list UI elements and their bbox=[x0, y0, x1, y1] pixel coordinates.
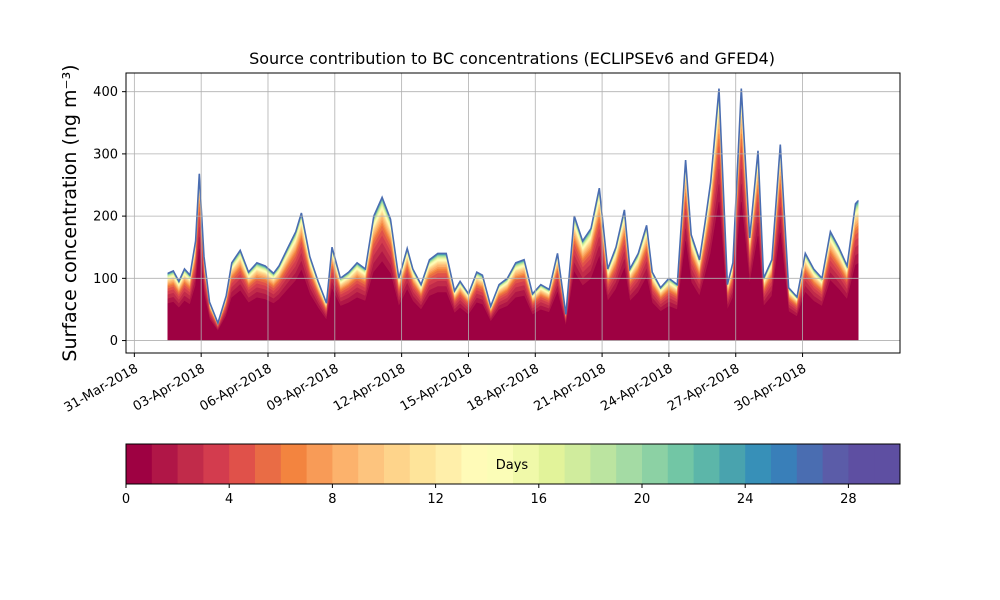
colorbar-segment bbox=[874, 444, 901, 484]
colorbar-segment bbox=[384, 444, 411, 484]
colorbar-segment bbox=[229, 444, 256, 484]
x-tick-label: 24-Apr-2018 bbox=[598, 361, 675, 414]
x-tick-label: 15-Apr-2018 bbox=[398, 361, 475, 414]
plot-area: 0 100 200 300 400 31-Mar-201803-Apr-201806-Ap… bbox=[62, 72, 901, 416]
colorbar-segment bbox=[796, 444, 823, 484]
x-tick-label: 09-Apr-2018 bbox=[264, 361, 341, 414]
colorbar-segment bbox=[642, 444, 669, 484]
y-tick-label: 100 bbox=[93, 272, 118, 287]
colorbar-segment bbox=[177, 444, 204, 484]
x-tick-label: 31-Mar-2018 bbox=[62, 361, 141, 415]
x-tick-label: 30-Apr-2018 bbox=[732, 361, 809, 414]
plot-frame bbox=[125, 72, 901, 354]
colorbar-segment bbox=[306, 444, 333, 484]
colorbar-frame bbox=[125, 443, 901, 485]
y-tick-label: 300 bbox=[93, 147, 118, 162]
colorbar-segment bbox=[280, 444, 307, 484]
y-tick-label: 400 bbox=[93, 85, 118, 100]
colorbar-tick-label: 4 bbox=[225, 492, 233, 507]
colorbar-tick-label: 12 bbox=[427, 492, 444, 507]
colorbar-segment bbox=[409, 444, 436, 484]
colorbar-segment bbox=[435, 444, 462, 484]
colorbar-tick-label: 8 bbox=[328, 492, 336, 507]
colorbar-tick-label: 16 bbox=[531, 492, 548, 507]
y-tick-label: 0 bbox=[110, 334, 118, 349]
colorbar-tick-label: 0 bbox=[122, 492, 130, 507]
x-tick-label: 03-Apr-2018 bbox=[131, 361, 208, 414]
x-tick-label: 21-Apr-2018 bbox=[532, 361, 609, 414]
colorbar-segment bbox=[126, 444, 153, 484]
colorbar-tick-label: 28 bbox=[840, 492, 857, 507]
chart-title: Source contribution to BC concentrations… bbox=[249, 49, 775, 68]
x-tick-label: 12-Apr-2018 bbox=[331, 361, 408, 414]
colorbar-segment bbox=[487, 444, 514, 484]
x-tick-label: 27-Apr-2018 bbox=[665, 361, 742, 414]
y-axis-label: Surface concentration (ng m⁻³) bbox=[59, 64, 81, 361]
colorbar-segment bbox=[719, 444, 746, 484]
colorbar-tick-label: 24 bbox=[737, 492, 754, 507]
colorbar-segment bbox=[358, 444, 385, 484]
colorbar-segment bbox=[616, 444, 643, 484]
x-tick-label: 18-Apr-2018 bbox=[465, 361, 542, 414]
colorbar-tick-label: 20 bbox=[634, 492, 651, 507]
colorbar-segment bbox=[590, 444, 617, 484]
colorbar-segment bbox=[822, 444, 849, 484]
y-tick-label: 200 bbox=[93, 210, 118, 225]
colorbar-segment bbox=[745, 444, 772, 484]
colorbar-segment bbox=[461, 444, 488, 484]
x-tick-label: 06-Apr-2018 bbox=[197, 361, 274, 414]
colorbar-segment bbox=[693, 444, 720, 484]
colorbar-segment bbox=[513, 444, 540, 484]
colorbar-segment bbox=[564, 444, 591, 484]
colorbar-segment bbox=[151, 444, 178, 484]
colorbar: 0 4 8 12 16 20 24 28 bbox=[122, 443, 901, 507]
series-band-day-0 bbox=[167, 201, 859, 341]
colorbar-segment bbox=[667, 444, 694, 484]
colorbar-segment bbox=[203, 444, 230, 484]
colorbar-segment bbox=[848, 444, 875, 484]
colorbar-segment bbox=[538, 444, 565, 484]
series-total-line bbox=[167, 88, 859, 326]
colorbar-label: Days bbox=[496, 458, 529, 473]
colorbar-segment bbox=[255, 444, 282, 484]
colorbar-segment bbox=[771, 444, 798, 484]
colorbar-segment bbox=[332, 444, 359, 484]
